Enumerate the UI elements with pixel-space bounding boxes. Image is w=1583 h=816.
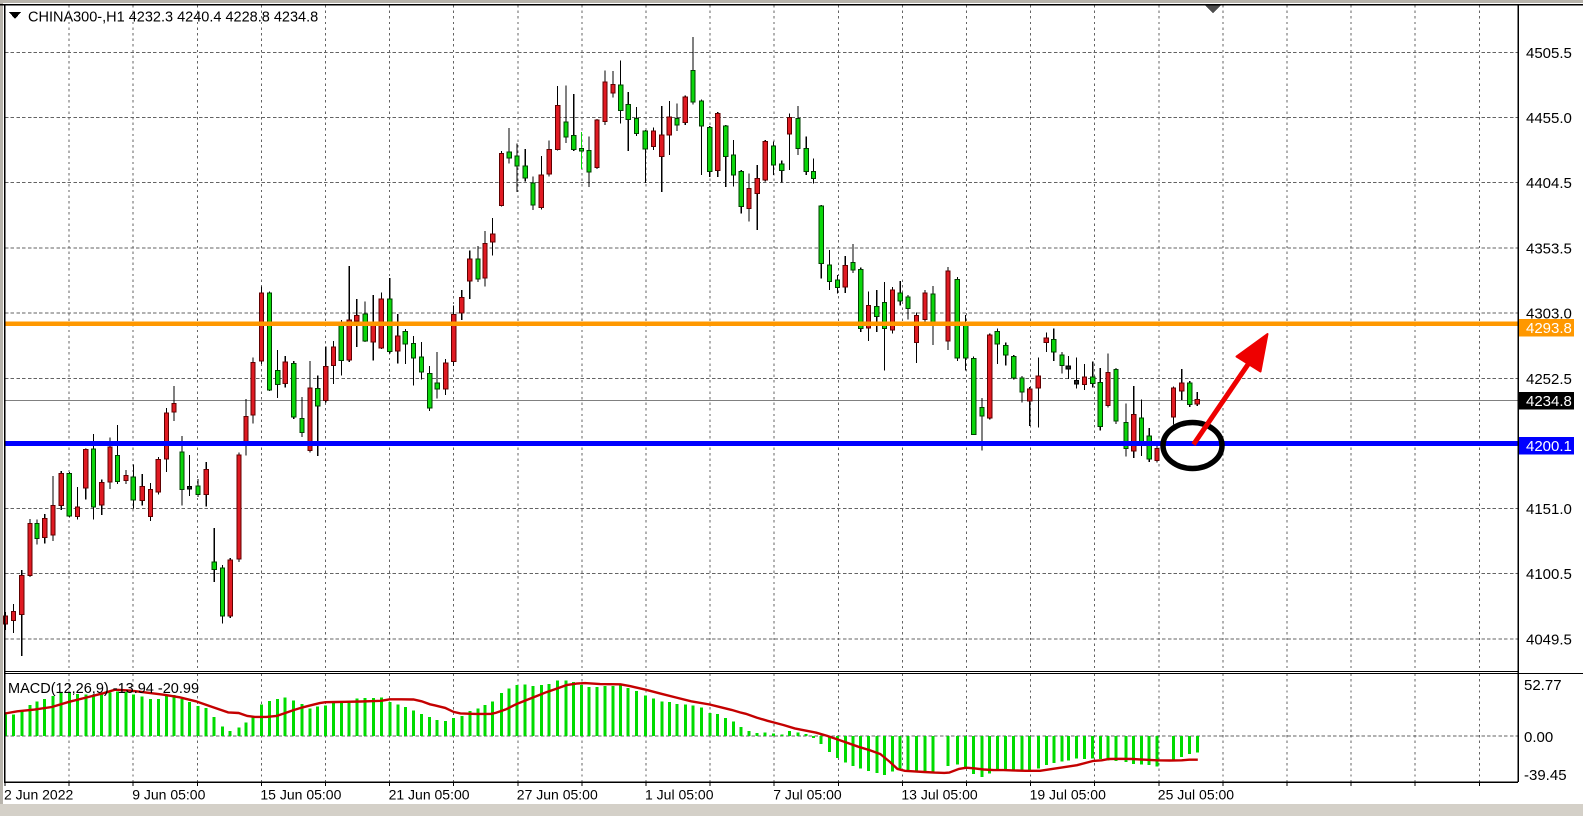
svg-text:19 Jul 05:00: 19 Jul 05:00 xyxy=(1030,787,1106,803)
svg-text:9 Jun 05:00: 9 Jun 05:00 xyxy=(132,787,205,803)
svg-text:27 Jun 05:00: 27 Jun 05:00 xyxy=(517,787,598,803)
svg-text:4234.8: 4234.8 xyxy=(1526,393,1572,410)
svg-text:4100.5: 4100.5 xyxy=(1526,566,1572,583)
svg-text:1 Jul 05:00: 1 Jul 05:00 xyxy=(645,787,714,803)
svg-text:4505.5: 4505.5 xyxy=(1526,45,1572,62)
svg-text:0.00: 0.00 xyxy=(1524,729,1553,746)
svg-text:-39.45: -39.45 xyxy=(1524,767,1567,784)
svg-text:4455.0: 4455.0 xyxy=(1526,110,1572,127)
svg-text:MACD(12,26,9) -13.94 -20.99: MACD(12,26,9) -13.94 -20.99 xyxy=(8,681,199,697)
svg-text:4049.5: 4049.5 xyxy=(1526,632,1572,649)
svg-text:7 Jul 05:00: 7 Jul 05:00 xyxy=(773,787,842,803)
svg-text:4252.5: 4252.5 xyxy=(1526,371,1572,388)
svg-text:21 Jun 05:00: 21 Jun 05:00 xyxy=(389,787,470,803)
svg-text:52.77: 52.77 xyxy=(1524,677,1562,694)
svg-text:4353.5: 4353.5 xyxy=(1526,240,1572,257)
svg-text:4303.0: 4303.0 xyxy=(1526,306,1572,323)
svg-text:13 Jul 05:00: 13 Jul 05:00 xyxy=(901,787,977,803)
svg-text:CHINA300-,H1 4232.3 4240.4 42: CHINA300-,H1 4232.3 4240.4 4228.8 4234.8 xyxy=(28,10,318,26)
svg-text:4151.0: 4151.0 xyxy=(1526,501,1572,518)
svg-text:15 Jun 05:00: 15 Jun 05:00 xyxy=(260,787,341,803)
svg-text:25 Jul 05:00: 25 Jul 05:00 xyxy=(1158,787,1234,803)
svg-text:2 Jun 2022: 2 Jun 2022 xyxy=(4,787,73,803)
svg-text:4293.8: 4293.8 xyxy=(1526,320,1572,337)
svg-text:4404.5: 4404.5 xyxy=(1526,175,1572,192)
svg-text:4200.1: 4200.1 xyxy=(1526,438,1572,455)
